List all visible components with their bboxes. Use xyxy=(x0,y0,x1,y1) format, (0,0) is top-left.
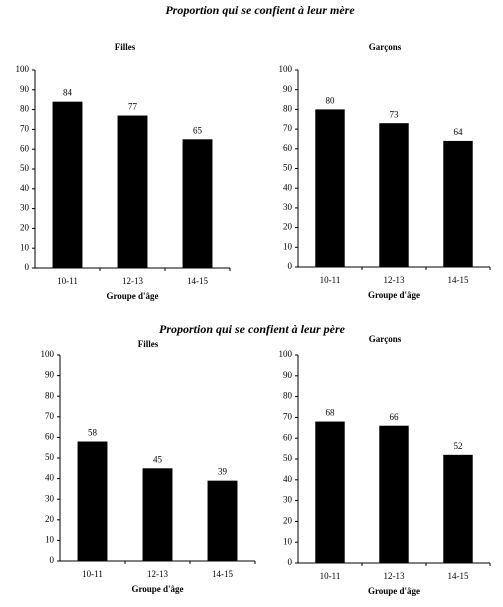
x-tick-label: 10-11 xyxy=(320,571,341,581)
heading: Proportion qui se confient à leur mère xyxy=(165,3,355,17)
y-tick-label: 0 xyxy=(288,557,293,567)
x-axis-title: Groupe d'âge xyxy=(131,584,183,594)
y-tick-label: 80 xyxy=(45,390,55,400)
x-tick-label: 12-13 xyxy=(122,276,143,286)
y-tick-label: 30 xyxy=(283,495,293,505)
x-tick-label: 10-11 xyxy=(320,275,341,285)
y-tick-label: 70 xyxy=(45,411,55,421)
x-axis-title: Groupe d'âge xyxy=(368,586,420,596)
y-tick-label: 100 xyxy=(16,64,30,74)
bar xyxy=(379,425,409,563)
y-tick-label: 50 xyxy=(283,453,293,463)
y-tick-label: 10 xyxy=(20,242,30,252)
value-label: 39 xyxy=(218,467,228,477)
y-tick-label: 0 xyxy=(288,261,293,271)
x-tick-label: 12-13 xyxy=(384,571,405,581)
y-tick-label: 70 xyxy=(20,123,30,133)
x-tick-label: 10-11 xyxy=(57,276,78,286)
y-tick-label: 10 xyxy=(45,534,55,544)
y-tick-label: 100 xyxy=(41,349,55,359)
y-tick-label: 60 xyxy=(20,143,30,153)
y-tick-label: 0 xyxy=(50,555,55,565)
x-tick-label: 14-15 xyxy=(448,571,469,581)
bar xyxy=(379,123,409,267)
y-tick-label: 10 xyxy=(283,241,293,251)
y-tick-label: 60 xyxy=(45,431,55,441)
value-label: 73 xyxy=(390,109,400,119)
x-tick-label: 14-15 xyxy=(212,569,233,579)
bar xyxy=(315,109,345,268)
y-tick-label: 70 xyxy=(283,411,293,421)
y-tick-label: 100 xyxy=(279,349,293,359)
x-axis-title: Groupe d'âge xyxy=(368,290,420,300)
value-label: 77 xyxy=(128,102,138,112)
y-tick-label: 0 xyxy=(25,262,30,272)
y-tick-label: 30 xyxy=(45,493,55,503)
bar xyxy=(207,480,238,561)
x-axis-title: Groupe d'âge xyxy=(106,291,158,301)
y-tick-label: 50 xyxy=(45,452,55,462)
value-label: 45 xyxy=(153,454,163,464)
y-tick-label: 30 xyxy=(283,202,293,212)
bar xyxy=(443,454,473,563)
value-label: 66 xyxy=(390,412,400,422)
chart-title: Filles xyxy=(138,339,159,349)
x-tick-label: 12-13 xyxy=(147,569,168,579)
x-tick-label: 14-15 xyxy=(448,275,469,285)
y-tick-label: 20 xyxy=(45,514,55,524)
chart-title: Filles xyxy=(115,42,136,52)
value-label: 65 xyxy=(193,125,203,135)
y-tick-label: 90 xyxy=(45,370,55,380)
bar xyxy=(182,139,213,268)
chart-title: Garçons xyxy=(369,334,402,344)
bar xyxy=(142,468,173,561)
bar xyxy=(52,101,83,269)
bar xyxy=(117,115,148,268)
x-tick-label: 12-13 xyxy=(384,275,405,285)
y-tick-label: 40 xyxy=(283,182,293,192)
heading: Proportion qui se confient à leur père xyxy=(159,322,346,336)
value-label: 64 xyxy=(454,127,464,137)
value-label: 84 xyxy=(63,88,73,98)
bar xyxy=(315,421,345,563)
y-tick-label: 80 xyxy=(20,104,30,114)
y-tick-label: 10 xyxy=(283,536,293,546)
y-tick-label: 20 xyxy=(283,515,293,525)
y-tick-label: 90 xyxy=(20,84,30,94)
y-tick-label: 30 xyxy=(20,203,30,213)
value-label: 58 xyxy=(88,428,98,438)
value-label: 52 xyxy=(454,441,463,451)
y-tick-label: 60 xyxy=(283,432,293,442)
y-tick-label: 90 xyxy=(283,370,293,380)
bar xyxy=(77,441,108,561)
y-tick-label: 20 xyxy=(283,222,293,232)
y-tick-label: 40 xyxy=(20,183,30,193)
y-tick-label: 40 xyxy=(45,473,55,483)
y-tick-label: 50 xyxy=(20,163,30,173)
x-tick-label: 10-11 xyxy=(82,569,103,579)
y-tick-label: 70 xyxy=(283,123,293,133)
bar xyxy=(443,140,473,267)
y-tick-label: 60 xyxy=(283,143,293,153)
y-tick-label: 90 xyxy=(283,84,293,94)
y-tick-label: 80 xyxy=(283,103,293,113)
y-tick-label: 80 xyxy=(283,391,293,401)
chart-title: Garçons xyxy=(369,42,402,52)
y-tick-label: 40 xyxy=(283,474,293,484)
y-tick-label: 50 xyxy=(283,163,293,173)
y-tick-label: 20 xyxy=(20,222,30,232)
value-label: 80 xyxy=(326,95,336,105)
y-tick-label: 100 xyxy=(279,64,293,74)
value-label: 68 xyxy=(326,408,336,418)
x-tick-label: 14-15 xyxy=(187,276,208,286)
